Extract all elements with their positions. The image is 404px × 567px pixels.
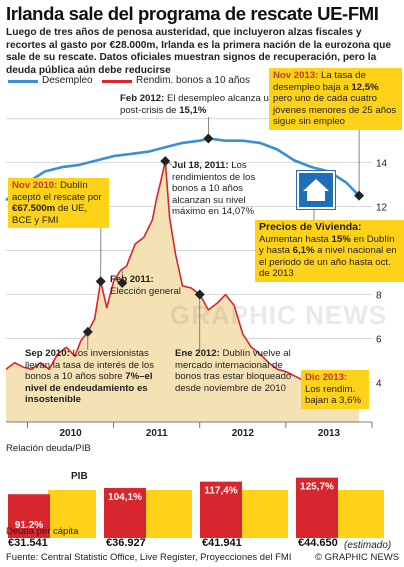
- annotation-housing-v2: 6,1%: [292, 245, 315, 257]
- pib-bar: [336, 490, 384, 538]
- legend-bond-label: Rendim. bonos a 10 años: [136, 75, 250, 86]
- annotation-nov2013-date: Nov 2013:: [273, 70, 319, 81]
- annotation-housing-t2: en Dublín y hasta: [259, 233, 395, 257]
- annotation-ene2012-date: Ene 2012:: [175, 348, 220, 359]
- annotation-sep2010-value: 7%: [125, 371, 140, 383]
- debt-bar-label: 117,4%: [204, 486, 237, 497]
- annotation-ene2012-text: Dublín vuelve al mercado internacional d…: [175, 348, 292, 394]
- debt-bar-label: 91,2%: [15, 520, 43, 531]
- debt-ratio-label: Relación deuda/PIB: [6, 443, 91, 454]
- marker-ene2012: [194, 289, 205, 300]
- annotation-nov2010-value: €67.500m: [12, 203, 56, 215]
- annotation-feb2012: Feb 2012: El desempleo alcanza un máximo…: [120, 93, 320, 116]
- annotation-jul2011: Jul 18, 2011: Los rendimientos de los bo…: [172, 160, 264, 218]
- annotation-housing-t3: a nivel nacional en el periodo de un año…: [259, 245, 397, 280]
- x-tick-label: 2011: [146, 428, 168, 439]
- annotation-nov2010-line2: aceptó el rescate: [12, 191, 86, 203]
- per-capita-value: €31.541: [8, 537, 48, 549]
- annotation-housing-v1: 15%: [331, 233, 351, 245]
- annotation-feb2011: Feb 2011: Elección general: [110, 274, 190, 297]
- annotation-feb2012-value: 15,1%: [179, 104, 207, 116]
- annotation-sep2010: Sep 2010: Los inversionistas llevan la t…: [25, 348, 165, 406]
- annotation-sep2010-text: Los inversionistas llevan la tasa de int…: [25, 348, 155, 383]
- unemployment-line: [5, 137, 361, 202]
- annotation-nov2010-line3: por: [87, 191, 102, 203]
- annotation-feb2011-date: Feb 2011:: [110, 274, 154, 285]
- legend-bond-swatch: [102, 80, 132, 83]
- y-tick-label: 14: [376, 159, 388, 170]
- annotation-jul2011-text: Los rendimientos de los bonos a 10 años …: [172, 160, 256, 218]
- annotation-dic2013-text: Los rendim. bajan a 3,6%: [305, 383, 362, 407]
- annotation-housing: Precios de Vivienda: Aumentan hasta 15% …: [255, 220, 404, 282]
- annotation-sep2010-date: Sep 2010:: [25, 348, 70, 359]
- annotation-nov2010-line5: UE, BCE y FMI: [12, 203, 88, 226]
- y-tick-label: 8: [376, 291, 382, 302]
- marker-feb2011: [117, 278, 128, 288]
- pib-bar: [144, 490, 192, 538]
- bond-area: [6, 161, 360, 422]
- legend-unemployment-swatch: [8, 80, 38, 83]
- page-subtitle: Luego de tres años de penosa austeridad,…: [6, 27, 392, 76]
- pib-bar: [48, 490, 96, 538]
- annotation-nov2010: Nov 2010: Dublín aceptó el rescate por €…: [8, 178, 109, 229]
- house-icon: [297, 171, 335, 209]
- per-capita-value: €44.650: [298, 537, 338, 549]
- annotation-dic2013: Dic 2013: Los rendim. bajan a 3,6%: [301, 370, 369, 409]
- debt-bar: [200, 481, 242, 538]
- annotation-housing-title: Precios de Vivienda:: [259, 221, 362, 233]
- x-tick-label: 2012: [232, 428, 255, 439]
- annotation-nov2010-line1: Dublín: [60, 180, 88, 191]
- annotation-feb2012-date: Feb 2012:: [120, 93, 165, 104]
- annotation-nov2013: Nov 2013: La tasa de desempleo baja a 12…: [269, 68, 402, 130]
- annotation-nov2013-text2: pero uno de cada cuatro jóvenes menores …: [273, 93, 397, 128]
- marker-nov2013: [354, 190, 365, 201]
- per-capita-label: Deuda per cápita: [6, 526, 79, 537]
- debt-bar-chart: 91,2% €31.541 104,1% €36.927 117,4% €41.941 12…: [8, 477, 384, 549]
- y-tick-label: 4: [376, 378, 382, 389]
- legend-unemployment-label: Desempleo: [42, 75, 93, 86]
- marker-feb2012: [203, 133, 214, 144]
- footer-source: Fuente: Central Statistic Office, Live R…: [6, 552, 292, 563]
- y-tick-label: 6: [376, 335, 382, 346]
- deuda-label: Deuda: [21, 471, 52, 482]
- pib-bar: [240, 490, 288, 538]
- annotation-feb2012-text: El desempleo alcanza un máximo post-cris…: [120, 93, 311, 116]
- annotation-housing-t1: Aumentan hasta: [259, 233, 329, 245]
- annotation-nov2013-text: La tasa de desempleo baja a: [273, 70, 366, 93]
- annotation-nov2010-line4: de: [57, 203, 69, 215]
- pib-label: PIB: [71, 471, 88, 482]
- watermark: GRAPHIC NEWS: [170, 300, 388, 330]
- footer-credit: © GRAPHIC NEWS: [315, 552, 400, 563]
- debt-bar: [8, 494, 50, 538]
- debt-bar: [296, 477, 338, 538]
- bond-line: [5, 160, 360, 392]
- annotation-nov2010-date: Nov 2010:: [12, 180, 58, 191]
- debt-bar: [104, 488, 146, 538]
- page-title: Irlanda sale del programa de rescate UE-…: [6, 3, 379, 24]
- per-capita-value: €41.941: [202, 537, 242, 549]
- y-tick-label: 12: [376, 203, 388, 214]
- annotation-nov2013-value: 12,5%: [351, 81, 379, 93]
- x-tick-label: 2013: [318, 428, 341, 439]
- annotation-ene2012: Ene 2012: Dublín vuelve al mercado inter…: [175, 348, 295, 394]
- marker-nov2010: [95, 276, 106, 287]
- x-tick-label: 2010: [59, 428, 82, 439]
- debt-bar-label: 125,7%: [300, 482, 334, 493]
- annotation-sep2010-text2: –el nivel de endeudamiento es insostenib…: [25, 371, 153, 406]
- estimated-note: (estimado): [344, 540, 392, 551]
- annotation-jul2011-date: Jul 18, 2011:: [172, 160, 229, 171]
- marker-sep2010: [82, 326, 93, 337]
- marker-jul2011: [160, 156, 171, 167]
- annotation-feb2011-text: Elección general: [110, 285, 181, 297]
- debt-bar-label: 104,1%: [108, 492, 142, 503]
- per-capita-value: €36.927: [106, 537, 146, 549]
- annotation-dic2013-date: Dic 2013:: [305, 372, 348, 383]
